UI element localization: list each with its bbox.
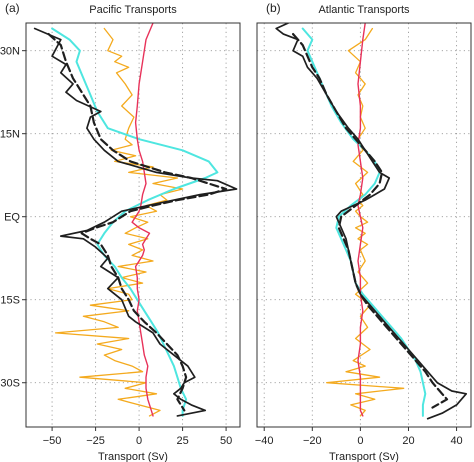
panel-a-title: Pacific Transports xyxy=(89,4,177,16)
panel-b-series-line xyxy=(275,23,468,420)
panel-b-xtick-label: 0 xyxy=(357,435,363,447)
panel-a-series-line xyxy=(51,27,219,417)
panel-a-ytick-label: 30S xyxy=(0,378,20,390)
panel-a-series-line xyxy=(54,27,184,417)
panel-b-label: (b) xyxy=(266,1,281,15)
panel-a-series-line xyxy=(33,27,238,417)
panel-a-xtick-label: 25 xyxy=(176,435,188,447)
panel-a-ytick-label: 30N xyxy=(0,46,20,58)
panel-pacific: (a) Pacific Transports −50 −25 0 25 50 30N 15N… xyxy=(0,1,241,462)
panel-a-series-line xyxy=(47,32,228,412)
panel-a-ticks: −50 −25 0 25 50 30N 15N EQ 15S 30S xyxy=(0,46,232,447)
panel-a-xtick-label: 50 xyxy=(220,435,232,447)
panel-b-xlabel: Transport (Sv) xyxy=(329,451,399,462)
panel-b-xtick-label: −20 xyxy=(303,435,322,447)
panel-a-label: (a) xyxy=(5,1,20,15)
panel-atlantic: (b) Atlantic Transports −40 −20 0 20 40 Tran… xyxy=(255,1,472,462)
panel-b-series-line xyxy=(357,23,366,417)
panel-a-ytick-label: 15N xyxy=(0,129,20,141)
panel-a-grid xyxy=(26,23,240,427)
panel-a-xtick-label: 0 xyxy=(136,435,142,447)
panel-b-title: Atlantic Transports xyxy=(318,4,410,16)
panel-a-series xyxy=(33,23,238,417)
panel-a-ytick-label: 15S xyxy=(0,295,20,307)
panel-b-ticks: −40 −20 0 20 40 xyxy=(255,427,463,447)
panel-b-xtick-label: 20 xyxy=(402,435,414,447)
panel-a-xtick-label: −25 xyxy=(86,435,105,447)
panel-b-series xyxy=(275,23,468,420)
panel-b-frame xyxy=(256,22,472,428)
panel-a-series-line xyxy=(131,23,154,417)
panel-b-xtick-label: −40 xyxy=(255,435,274,447)
panel-a-xtick-label: −50 xyxy=(43,435,62,447)
panel-a-xlabel: Transport (Sv) xyxy=(98,451,168,462)
panel-b-xtick-label: 40 xyxy=(450,435,462,447)
panel-b-series-line xyxy=(292,32,449,409)
panel-a-ytick-label: EQ xyxy=(4,212,20,224)
panel-a-frame xyxy=(25,22,241,428)
